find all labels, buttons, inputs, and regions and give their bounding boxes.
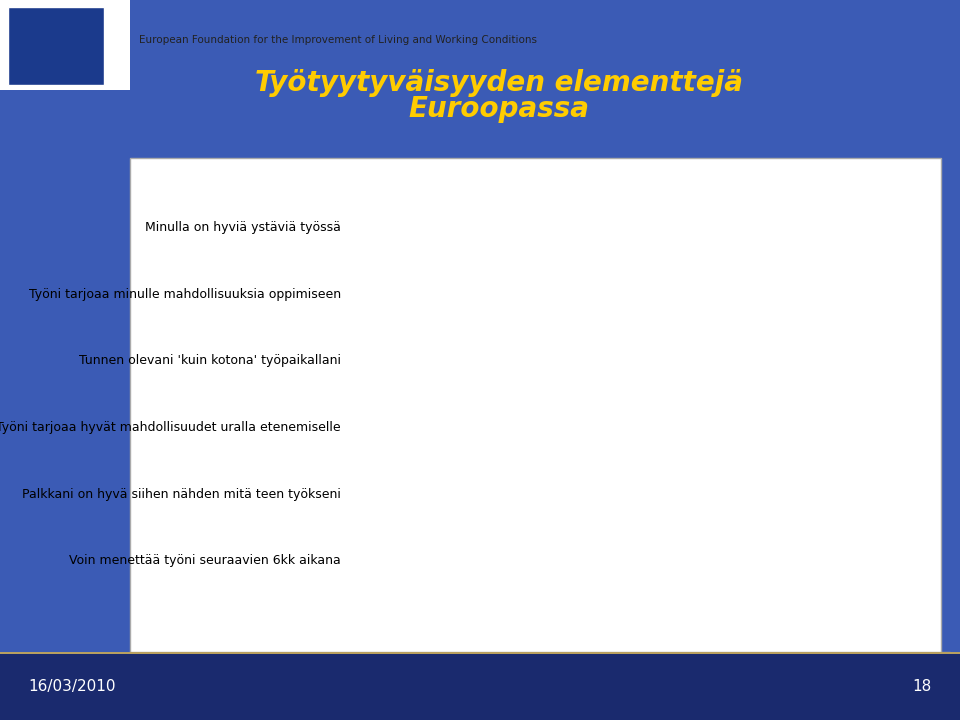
Bar: [590, 473, 739, 508]
Bar: [716, 344, 790, 379]
Bar: [350, 538, 368, 573]
Text: Minulla on hyviä ystäviä työssä: Minulla on hyviä ystäviä työssä: [145, 221, 341, 234]
Bar: [350, 215, 493, 251]
Text: 16/03/2010: 16/03/2010: [29, 680, 116, 694]
Bar: [511, 409, 636, 444]
Text: Työtyytyväisyyden elementtejä: Työtyytyväisyyden elementtejä: [255, 69, 743, 96]
Bar: [796, 409, 922, 444]
Bar: [790, 344, 848, 379]
Bar: [368, 538, 419, 573]
Bar: [864, 473, 922, 508]
Bar: [641, 280, 745, 315]
Bar: [419, 538, 499, 573]
Bar: [379, 409, 511, 444]
Bar: [825, 215, 881, 251]
Bar: [636, 409, 796, 444]
Bar: [493, 215, 745, 251]
Text: Tunnen olevani 'kuin kotona' työpaikallani: Tunnen olevani 'kuin kotona' työpaikalla…: [79, 354, 341, 367]
Bar: [745, 215, 825, 251]
Text: European Foundation for the Improvement of Living and Working Conditions: European Foundation for the Improvement …: [139, 35, 538, 45]
Bar: [739, 473, 864, 508]
Bar: [848, 344, 893, 379]
Text: Voin menettää työni seuraavien 6kk aikana: Voin menettää työni seuraavien 6kk aikan…: [69, 554, 341, 567]
Bar: [659, 538, 922, 573]
Bar: [391, 473, 590, 508]
Text: Palkkani on hyvä siihen nähden mitä teen työkseni: Palkkani on hyvä siihen nähden mitä teen…: [22, 487, 341, 500]
Bar: [842, 280, 922, 315]
Bar: [350, 409, 379, 444]
Bar: [482, 344, 716, 379]
Text: Euroopassa: Euroopassa: [409, 96, 589, 123]
Bar: [350, 473, 391, 508]
Bar: [350, 344, 482, 379]
Bar: [499, 538, 659, 573]
Text: Työni tarjoaa hyvät mahdollisuudet uralla etenemiselle: Työni tarjoaa hyvät mahdollisuudet urall…: [0, 421, 341, 434]
Bar: [881, 215, 922, 251]
Bar: [430, 280, 641, 315]
Legend: Täysin samaa mieltä, Samaa mieltä, Ei eri eikä samaa mieltä, Eri mieltä, Täysin : Täysin samaa mieltä, Samaa mieltä, Ei er…: [323, 652, 949, 671]
Bar: [745, 280, 842, 315]
Text: 18: 18: [912, 680, 931, 694]
Bar: [350, 280, 430, 315]
Text: Työni tarjoaa minulle mahdollisuuksia oppimiseen: Työni tarjoaa minulle mahdollisuuksia op…: [29, 288, 341, 301]
